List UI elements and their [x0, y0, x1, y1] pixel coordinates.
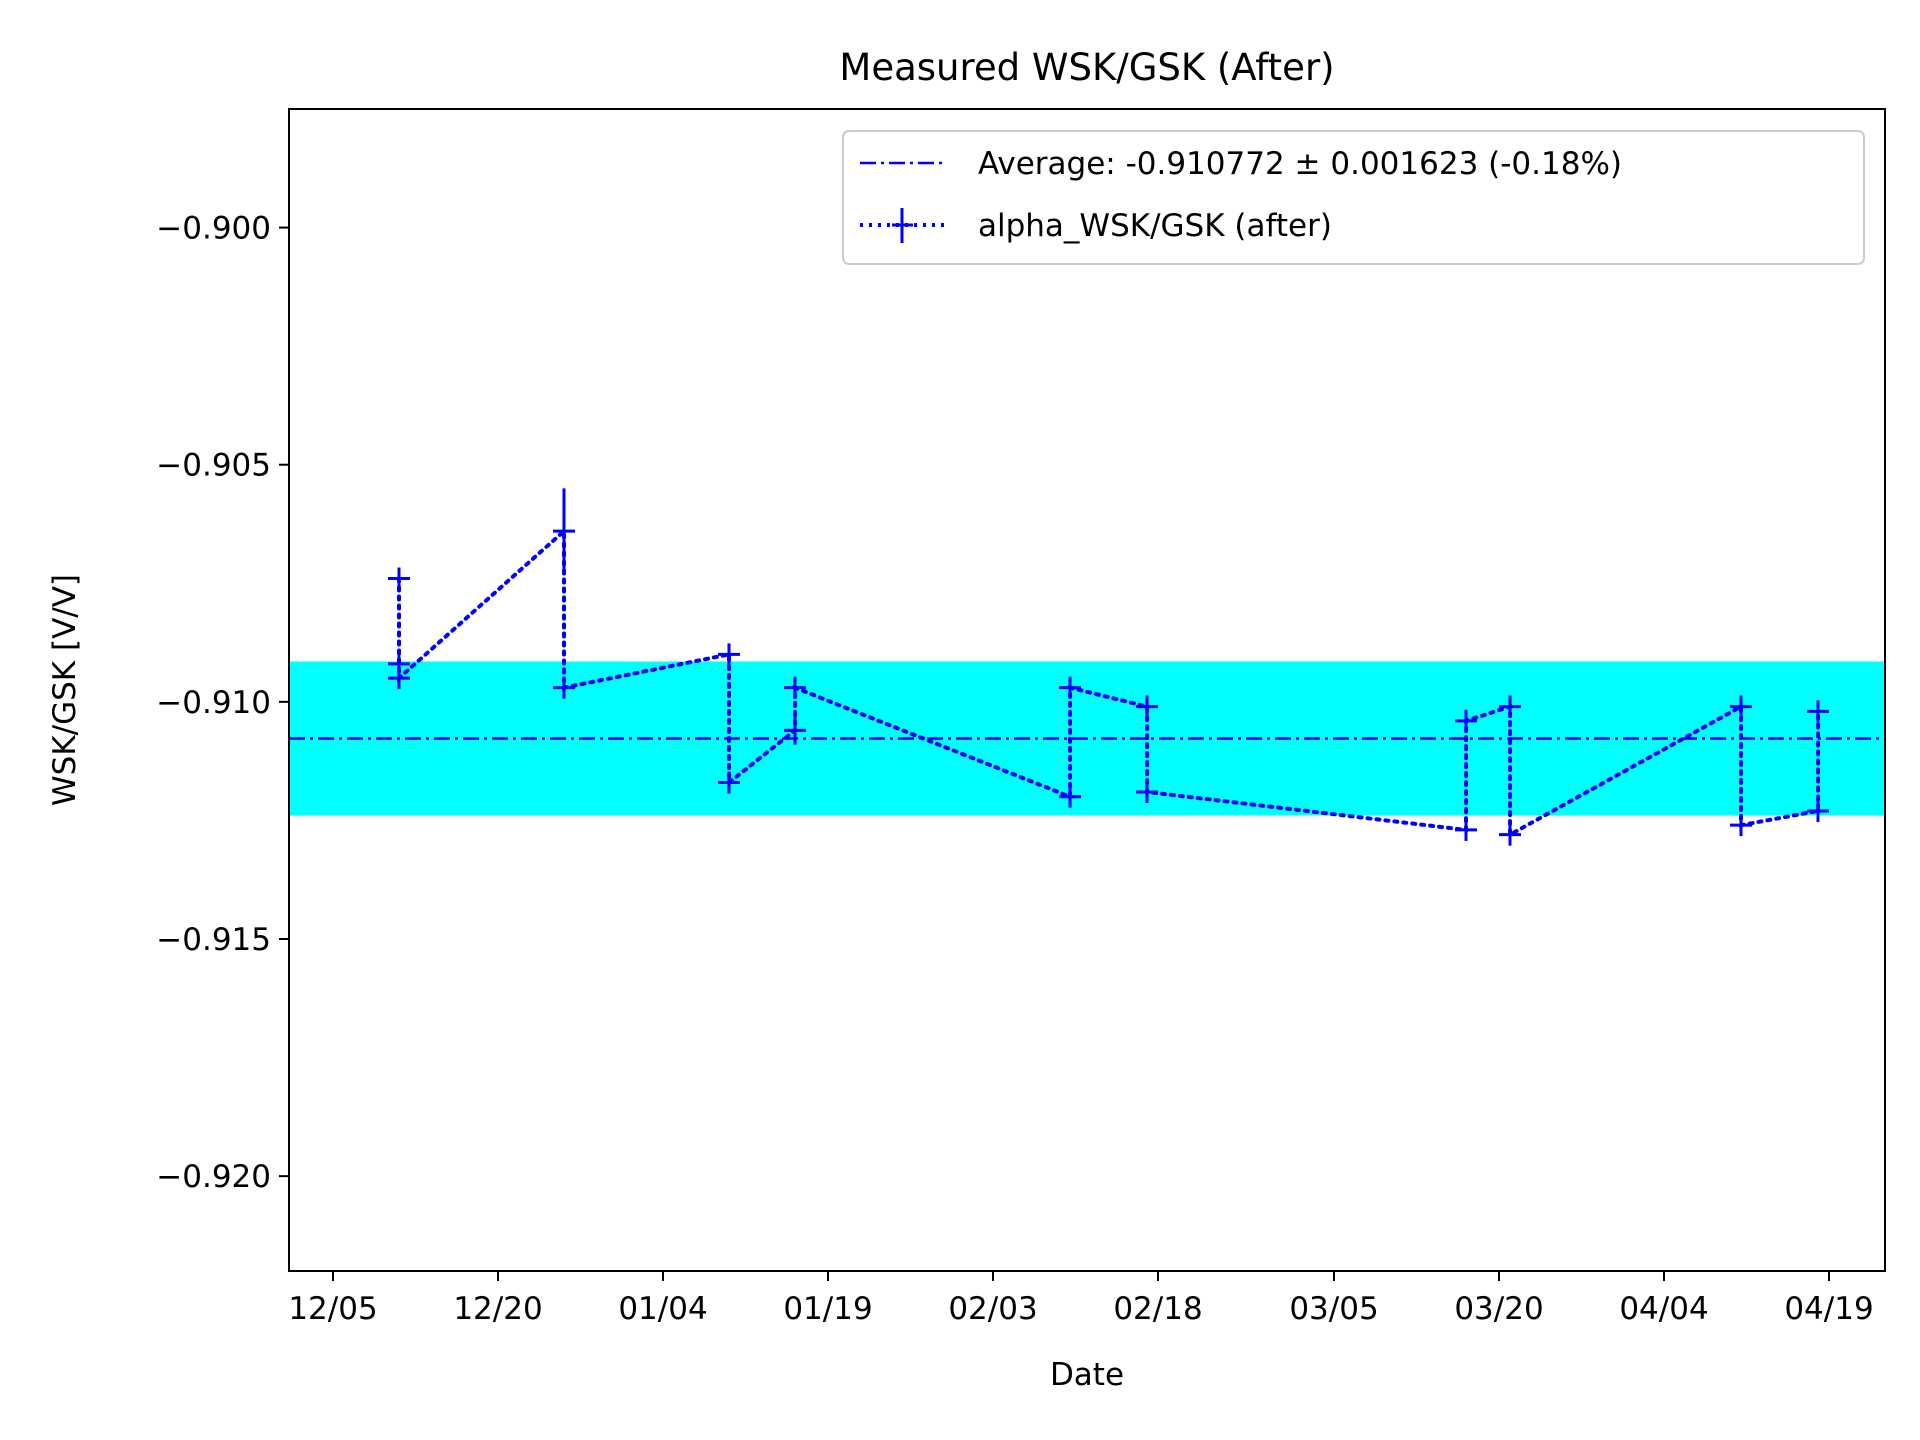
legend: Average: -0.910772 ± 0.001623 (-0.18%) a…: [842, 130, 1865, 265]
chart-title: Measured WSK/GSK (After): [839, 46, 1334, 89]
y-tick-label: −0.905: [156, 448, 271, 484]
x-tick-label: 02/03: [948, 1291, 1037, 1327]
y-tick-label: −0.910: [156, 685, 271, 721]
legend-series-label: alpha_WSK/GSK (after): [978, 208, 1332, 244]
plot-frame: [288, 108, 1886, 1272]
x-axis-label: Date: [1050, 1357, 1124, 1393]
x-tick-label: 03/20: [1454, 1291, 1543, 1327]
x-tick-label: 04/19: [1784, 1291, 1873, 1327]
y-tick-label: −0.915: [156, 922, 271, 958]
x-tick-label: 12/20: [453, 1291, 542, 1327]
y-tick-label: −0.920: [156, 1159, 271, 1195]
y-axis-label: WSK/GSK [V/V]: [47, 574, 83, 806]
x-tick-label: 03/05: [1289, 1291, 1378, 1327]
y-tick-label: −0.900: [156, 211, 271, 247]
x-tick-label: 04/04: [1619, 1291, 1708, 1327]
x-tick-label: 01/04: [618, 1291, 707, 1327]
x-tick-label: 01/19: [783, 1291, 872, 1327]
legend-box: [842, 130, 1865, 265]
x-tick-label: 12/05: [288, 1291, 377, 1327]
x-tick-label: 02/18: [1113, 1291, 1202, 1327]
legend-average-label: Average: -0.910772 ± 0.001623 (-0.18%): [978, 146, 1622, 182]
